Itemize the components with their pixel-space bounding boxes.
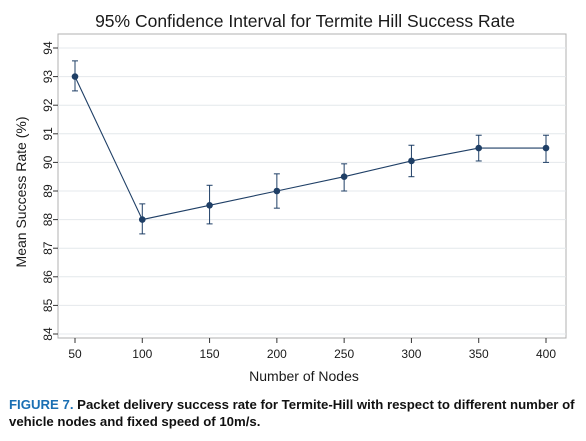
y-axis: 84 85 86 87 88 89 90 91 92 93 94 [41, 41, 58, 341]
x-axis: 50 100 150 200 250 300 350 400 [68, 338, 556, 361]
chart-frame: 95% Confidence Interval for Termite Hill… [8, 4, 578, 388]
y-tick-label: 90 [41, 155, 55, 169]
caption-text: Packet delivery success rate for Termite… [9, 397, 575, 429]
y-tick-label: 89 [41, 184, 55, 198]
y-tick-label: 87 [41, 241, 55, 255]
y-tick-label: 93 [41, 70, 55, 84]
y-axis-label: Mean Success Rate (%) [13, 117, 29, 268]
grid-layer [58, 47, 566, 335]
data-point [408, 157, 415, 165]
data-point [206, 202, 213, 209]
y-tick-label: 94 [41, 41, 55, 55]
x-tick-label: 400 [536, 347, 556, 361]
x-tick-label: 200 [267, 347, 287, 361]
y-tick-label: 88 [41, 213, 55, 227]
x-tick-label: 150 [200, 347, 220, 361]
data-point [340, 173, 348, 180]
y-tick-label: 85 [41, 298, 55, 312]
figure-caption: FIGURE 7. Packet delivery success rate f… [9, 396, 579, 430]
x-axis-label: Number of Nodes [249, 368, 359, 384]
data-point [71, 73, 79, 80]
y-tick-label: 86 [41, 270, 55, 284]
data-point [273, 187, 281, 195]
figure-label: FIGURE 7. [9, 397, 74, 412]
x-tick-label: 300 [401, 347, 421, 361]
series-layer [71, 60, 550, 235]
plot-area [57, 33, 567, 339]
series-line [74, 76, 546, 221]
x-tick-label: 350 [469, 347, 489, 361]
x-tick-label: 50 [68, 347, 82, 361]
chart-title: 95% Confidence Interval for Termite Hill… [95, 11, 515, 31]
data-point [138, 216, 146, 223]
x-tick-label: 100 [132, 347, 152, 361]
data-point [475, 144, 483, 152]
y-tick-label: 91 [41, 127, 55, 141]
chart-svg: 95% Confidence Interval for Termite Hill… [13, 11, 567, 384]
y-tick-label: 84 [41, 327, 55, 341]
x-tick-label: 250 [334, 347, 354, 361]
data-point [542, 144, 550, 152]
y-tick-label: 92 [41, 98, 55, 112]
